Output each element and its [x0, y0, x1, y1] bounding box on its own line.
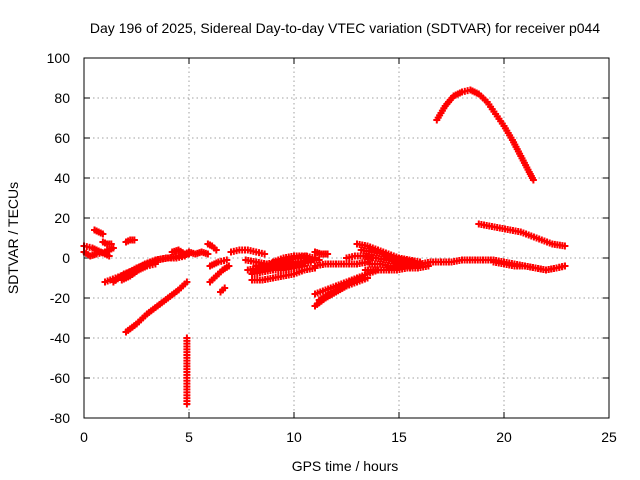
- data-point: [529, 176, 537, 184]
- data-point: [183, 278, 191, 286]
- y-axis-label: SDTVAR / TECUs: [5, 182, 21, 294]
- plot-frame: [83, 57, 610, 419]
- data-point: [105, 252, 113, 260]
- data-point: [364, 274, 371, 282]
- data-point: [223, 256, 231, 264]
- data-point: [107, 240, 115, 248]
- x-tick-label: 20: [496, 429, 512, 445]
- chart-title: Day 196 of 2025, Sidereal Day-to-day VTE…: [90, 20, 600, 36]
- y-tick-label: -80: [50, 410, 70, 426]
- data-point: [324, 250, 332, 258]
- data-point: [561, 262, 569, 270]
- data-point: [357, 274, 365, 282]
- data-point: [261, 250, 269, 258]
- y-tick-label: 0: [62, 250, 70, 266]
- data-point: [212, 246, 220, 254]
- data-point: [301, 262, 308, 270]
- y-tick-label: 40: [54, 170, 70, 186]
- x-tick-label: 10: [286, 429, 302, 445]
- x-tick-label: 5: [185, 429, 193, 445]
- y-tick-label: -20: [50, 290, 70, 306]
- data-point: [99, 230, 107, 238]
- x-tick-label: 0: [80, 429, 88, 445]
- y-tick-label: 100: [47, 50, 71, 66]
- data-point: [311, 254, 319, 262]
- data-point: [130, 236, 138, 244]
- data-point: [109, 244, 117, 252]
- data-points: [80, 86, 569, 408]
- y-tick-label: 80: [54, 90, 70, 106]
- grid-lines: [84, 58, 609, 418]
- y-tick-label: -40: [50, 330, 70, 346]
- y-tick-label: -60: [50, 370, 70, 386]
- y-tick-label: 20: [54, 210, 70, 226]
- x-axis-label: GPS time / hours: [292, 458, 399, 474]
- data-point: [221, 284, 229, 292]
- data-point: [225, 262, 233, 270]
- data-point: [307, 258, 315, 266]
- axis-ticks: 0 5 10 15 20 25 -80 -60 -40 -20 0 20 40 60 80 100: [47, 50, 617, 445]
- x-tick-label: 25: [601, 429, 617, 445]
- data-point: [315, 256, 323, 264]
- data-point: [183, 400, 191, 408]
- data-point: [204, 250, 212, 258]
- data-point: [561, 242, 569, 250]
- x-tick-label: 15: [391, 429, 407, 445]
- y-tick-label: 60: [54, 130, 70, 146]
